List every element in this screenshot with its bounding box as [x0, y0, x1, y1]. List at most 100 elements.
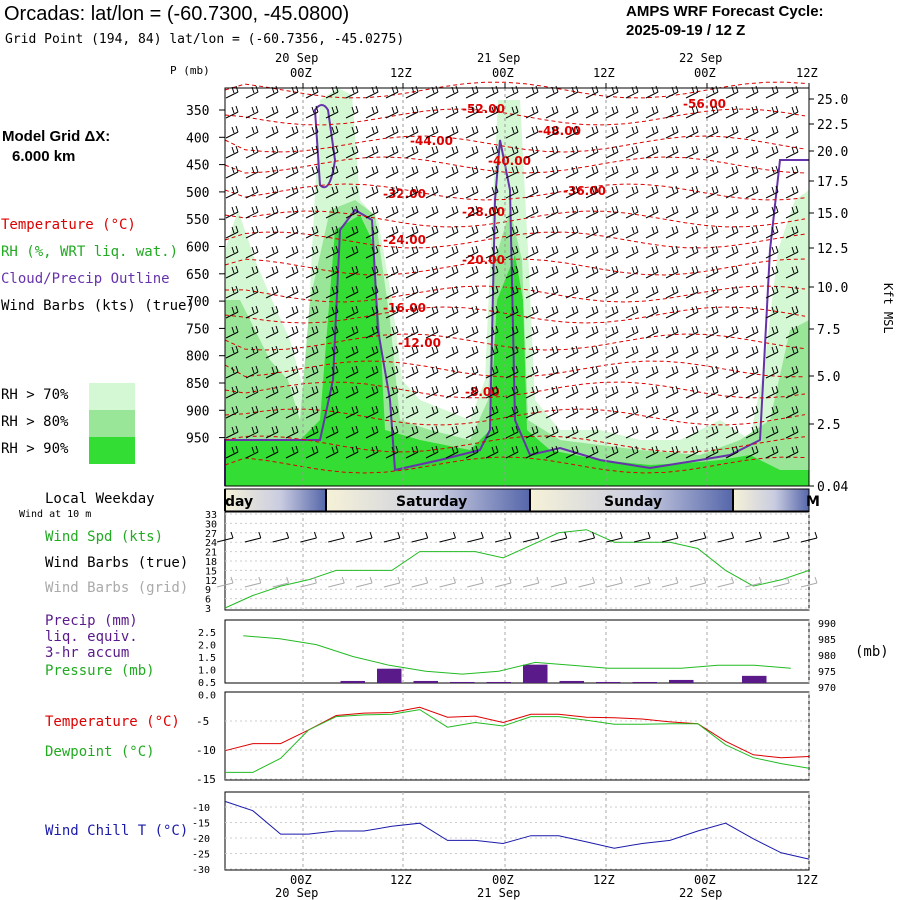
wind-barb	[685, 205, 699, 219]
wind-barb	[545, 205, 559, 219]
wind-barb	[585, 425, 599, 439]
wind-barb	[485, 445, 499, 459]
surface-wind-barb	[439, 531, 456, 543]
wind-barb	[565, 425, 579, 439]
wind-barb	[725, 125, 739, 139]
wind-barb	[505, 145, 519, 159]
rh80-swatch	[89, 410, 135, 437]
wind-barb	[465, 145, 479, 159]
wind-barb	[265, 405, 279, 419]
wind-barb	[425, 245, 439, 259]
wind-barb	[525, 325, 539, 339]
wind-barb	[525, 205, 539, 219]
liq-equiv-label: liq. equiv.	[45, 629, 138, 645]
weekday-segment	[326, 489, 530, 511]
wind-barb	[345, 105, 359, 119]
wind-barb	[685, 425, 699, 439]
wind-barb	[265, 245, 279, 259]
wind-barb	[585, 305, 599, 319]
wind-barb	[385, 405, 399, 419]
wind-barb	[625, 205, 639, 219]
windchill-panel-frame	[224, 791, 810, 871]
top-hour-label: 00Z	[290, 66, 312, 80]
wind-barb	[685, 405, 699, 419]
temperature-label: Temperature (°C)	[45, 714, 180, 730]
wind-barb	[785, 405, 799, 419]
cloud-outline-upper	[313, 104, 337, 189]
pressure-tick-label: 800	[186, 350, 209, 365]
wind-barb	[545, 345, 559, 359]
bottom-hour-label: 12Z	[593, 873, 615, 887]
height-tick-label: 25.0	[817, 93, 848, 108]
wind-barb	[345, 425, 359, 439]
top-hour-label: 00Z	[694, 66, 716, 80]
wind-barb	[705, 325, 719, 339]
wind-tick-label: 24	[205, 538, 217, 549]
weekday-label: day	[225, 494, 253, 510]
weekday-segment	[733, 489, 809, 511]
wind-barb	[525, 145, 539, 159]
pressure-right-tick-label: 985	[818, 635, 836, 646]
wind-barb	[385, 165, 399, 179]
wind-barb	[445, 185, 459, 199]
wind-barb	[285, 405, 299, 419]
wind-barb	[265, 325, 279, 339]
wind-barb	[645, 165, 659, 179]
wind-barb	[385, 445, 399, 459]
wind-barb	[485, 125, 499, 139]
wind-barb	[665, 105, 679, 119]
wind-barb	[325, 425, 339, 439]
wind-barb	[725, 285, 739, 299]
wind-barb	[525, 225, 539, 239]
wind-barb	[785, 425, 799, 439]
wind-barb	[305, 365, 319, 379]
height-axis-label: Kft MSL	[881, 283, 895, 334]
wind-barb	[325, 445, 339, 459]
wind-barb	[725, 445, 739, 459]
wind-barb	[245, 225, 259, 239]
top-date-label: 22 Sep	[679, 51, 722, 65]
wind-barb	[245, 185, 259, 199]
wind-barb	[625, 105, 639, 119]
wind-barb	[505, 365, 519, 379]
wind-barb	[785, 365, 799, 379]
wind-barb	[765, 205, 779, 219]
wind-barb	[285, 365, 299, 379]
grid-wind-barb	[550, 576, 568, 588]
wind-barb	[265, 305, 279, 319]
wind-barb	[285, 325, 299, 339]
wind-barb	[505, 105, 519, 119]
height-tick-label: 15.0	[817, 207, 848, 222]
precip-bar	[413, 680, 438, 683]
wind-barb	[625, 185, 639, 199]
model-grid-label: Model Grid ΔX:	[2, 128, 111, 145]
wind-barb	[565, 365, 579, 379]
wind-barb	[485, 305, 499, 319]
wind-barb	[245, 325, 259, 339]
precip-bar	[742, 675, 767, 683]
wind-barb	[705, 205, 719, 219]
wind-barb	[705, 185, 719, 199]
wind-barb	[505, 345, 519, 359]
wind-barb	[465, 425, 479, 439]
precip-bar	[632, 681, 657, 683]
wind-barb	[685, 305, 699, 319]
wind-barb	[485, 285, 499, 299]
bottom-hour-label: 00Z	[290, 873, 312, 887]
wind-barb	[245, 425, 259, 439]
model-grid-value: 6.000 km	[12, 148, 76, 165]
grid-wind-barb	[800, 576, 818, 588]
temperature-contour-label: -56.00	[683, 97, 726, 111]
wind-barb	[525, 265, 539, 279]
grid-wind-barb	[355, 576, 373, 588]
wind-barb	[245, 405, 259, 419]
wind-barb	[445, 385, 459, 399]
windchill-tick-label: -20	[192, 834, 210, 845]
wind-barb	[325, 165, 339, 179]
wind-barb	[465, 345, 479, 359]
wind-barb	[665, 285, 679, 299]
height-tick-label: 17.5	[817, 175, 848, 190]
wind-barb	[445, 365, 459, 379]
wind-barb	[425, 365, 439, 379]
wind-barb	[345, 125, 359, 139]
